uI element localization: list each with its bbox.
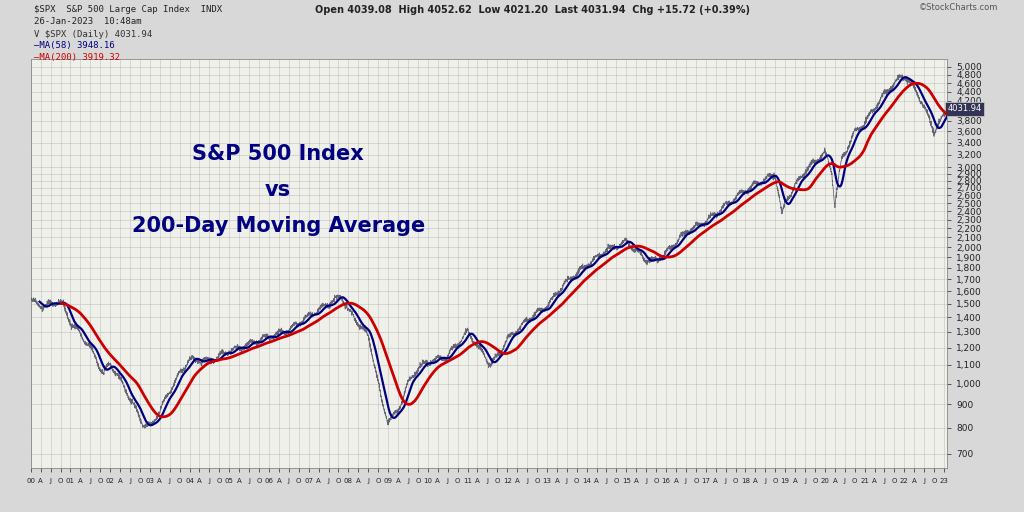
Text: Open 4039.08  High 4052.62  Low 4021.20  Last 4031.94  Chg +15.72 (+0.39%): Open 4039.08 High 4052.62 Low 4021.20 La…: [315, 5, 750, 15]
Text: 26-Jan-2023  10:48am: 26-Jan-2023 10:48am: [34, 17, 141, 27]
Text: $SPX  S&P 500 Large Cap Index  INDX: $SPX S&P 500 Large Cap Index INDX: [34, 5, 222, 14]
Text: 4031.94: 4031.94: [947, 104, 981, 114]
Text: S&P 500 Index
vs
200-Day Moving Average: S&P 500 Index vs 200-Day Moving Average: [131, 144, 425, 236]
Text: —MA(200) 3919.32: —MA(200) 3919.32: [34, 53, 120, 62]
Text: —MA(58) 3948.16: —MA(58) 3948.16: [34, 41, 115, 51]
Text: V $SPX (Daily) 4031.94: V $SPX (Daily) 4031.94: [34, 30, 152, 39]
Text: ©StockCharts.com: ©StockCharts.com: [919, 3, 998, 12]
